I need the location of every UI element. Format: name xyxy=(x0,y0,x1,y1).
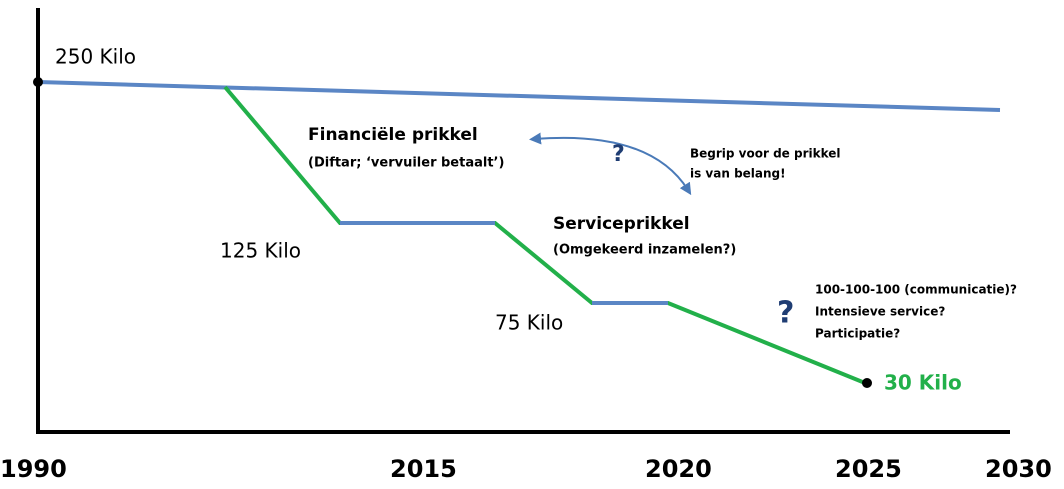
question-mark: ? xyxy=(612,142,625,167)
heading: Financiële prikkel xyxy=(308,125,478,145)
year-label: 2015 xyxy=(390,455,457,483)
level-label: 125 Kilo xyxy=(220,239,301,263)
option: 100-100-100 (communicatie)? xyxy=(815,283,1017,297)
year-label: 2020 xyxy=(645,455,712,483)
option: Intensieve service? xyxy=(815,305,945,319)
year-label: 1990 xyxy=(0,455,67,483)
note: Begrip voor de prikkel xyxy=(690,147,841,161)
year-label: 2030 xyxy=(985,455,1052,483)
heading: Serviceprikkel xyxy=(553,214,690,234)
subheading: (Diftar; ‘vervuiler betaalt’) xyxy=(308,156,504,171)
year-label: 2025 xyxy=(835,455,902,483)
level-label: 75 Kilo xyxy=(495,311,563,335)
option: Participatie? xyxy=(815,327,900,341)
level-label: 250 Kilo xyxy=(55,45,136,69)
start-dot xyxy=(33,77,43,87)
end-dot xyxy=(862,378,872,388)
target-label: 30 Kilo xyxy=(884,371,962,395)
baseline-line xyxy=(37,80,1001,112)
question-mark: ? xyxy=(777,296,794,331)
arrow xyxy=(529,132,692,196)
subheading: (Omgekeerd inzamelen?) xyxy=(553,243,736,258)
note: is van belang! xyxy=(690,167,786,181)
green-path xyxy=(223,85,866,385)
